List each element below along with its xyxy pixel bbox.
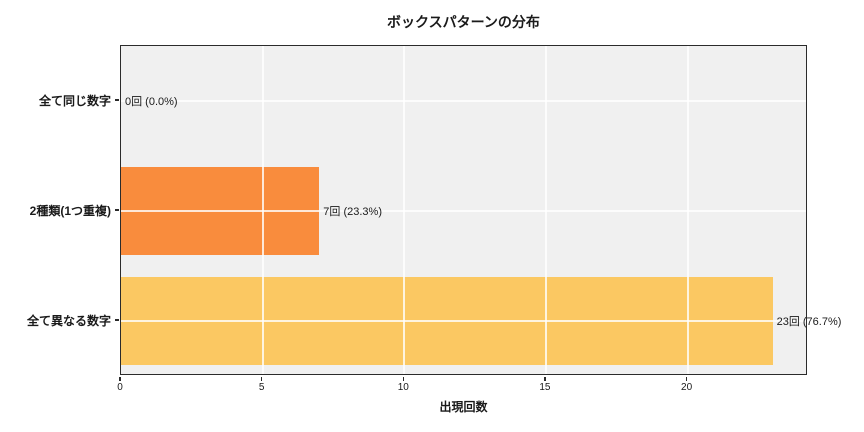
x-tick-mark	[685, 376, 688, 381]
y-tick-mark	[114, 99, 119, 101]
x-tick-mark	[261, 376, 263, 381]
x-tick-label: 20	[681, 382, 693, 393]
x-tick-label: 5	[258, 382, 265, 393]
y-tick-label: 全て異なる数字	[26, 314, 111, 328]
y-tick-label: 全て同じ数字	[38, 94, 111, 108]
x-tick-label: 10	[397, 382, 409, 393]
y-tick-mark	[114, 209, 119, 211]
plot-area	[120, 45, 807, 375]
x-tick-label: 15	[539, 382, 551, 393]
gridline-horizontal	[121, 210, 806, 212]
x-tick-label: 0	[117, 382, 123, 393]
x-tick-mark	[119, 376, 121, 381]
gridline-horizontal	[121, 100, 806, 102]
y-tick-label: 2種類(1つ重複)	[29, 204, 111, 218]
bar-annotation: 7回 (23.3%)	[323, 205, 382, 218]
x-tick-mark	[544, 376, 546, 381]
bar-annotation: 0回 (0.0%)	[125, 95, 178, 108]
chart-title: ボックスパターンの分布	[387, 14, 540, 30]
gridline-horizontal	[121, 320, 806, 322]
y-tick-mark	[114, 319, 119, 321]
bar-annotation: 23回 (76.7%)	[776, 315, 842, 328]
x-tick-mark	[402, 376, 404, 381]
x-axis-label: 出現回数	[439, 400, 488, 414]
